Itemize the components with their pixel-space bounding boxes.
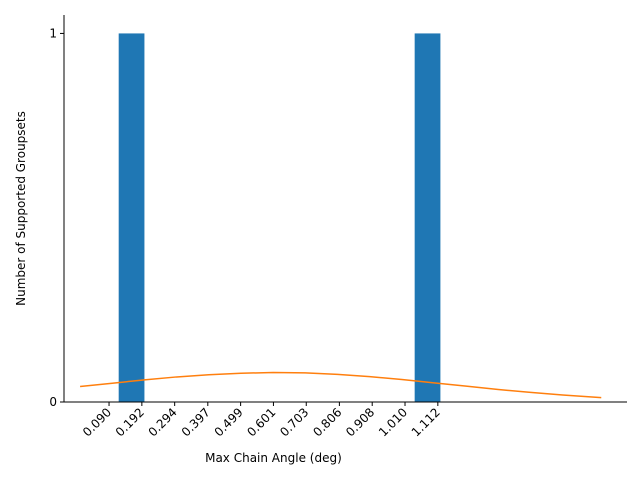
- x-tick-label: 1.010: [376, 405, 410, 439]
- bars-layer: [118, 33, 441, 403]
- y-axis-title: Number of Supported Groupsets: [14, 111, 28, 306]
- x-tick-label: 0.499: [212, 405, 246, 439]
- x-tick-label: 0.397: [179, 405, 213, 439]
- histogram-bar: [414, 33, 441, 403]
- y-tick-label: 0: [49, 395, 57, 409]
- y-tick-label: 1: [49, 26, 57, 40]
- density-curve: [80, 371, 602, 399]
- y-ticks-layer: 01: [49, 26, 64, 409]
- x-tick-label: 0.294: [146, 405, 180, 439]
- curve-layer: [80, 371, 602, 399]
- x-tick-label: 0.090: [80, 405, 114, 439]
- x-tick-label: 1.112: [409, 405, 443, 439]
- histogram-bar: [118, 33, 145, 403]
- x-tick-label: 0.192: [113, 405, 147, 439]
- axes-layer: [63, 15, 627, 403]
- x-tick-label: 0.908: [343, 405, 377, 439]
- x-axis-title: Max Chain Angle (deg): [205, 451, 342, 465]
- x-tick-label: 0.806: [310, 405, 344, 439]
- x-tick-label: 0.601: [244, 405, 278, 439]
- x-tick-label: 0.703: [277, 405, 311, 439]
- x-ticks-layer: 0.0900.1920.2940.3970.4990.6010.7030.806…: [80, 402, 443, 439]
